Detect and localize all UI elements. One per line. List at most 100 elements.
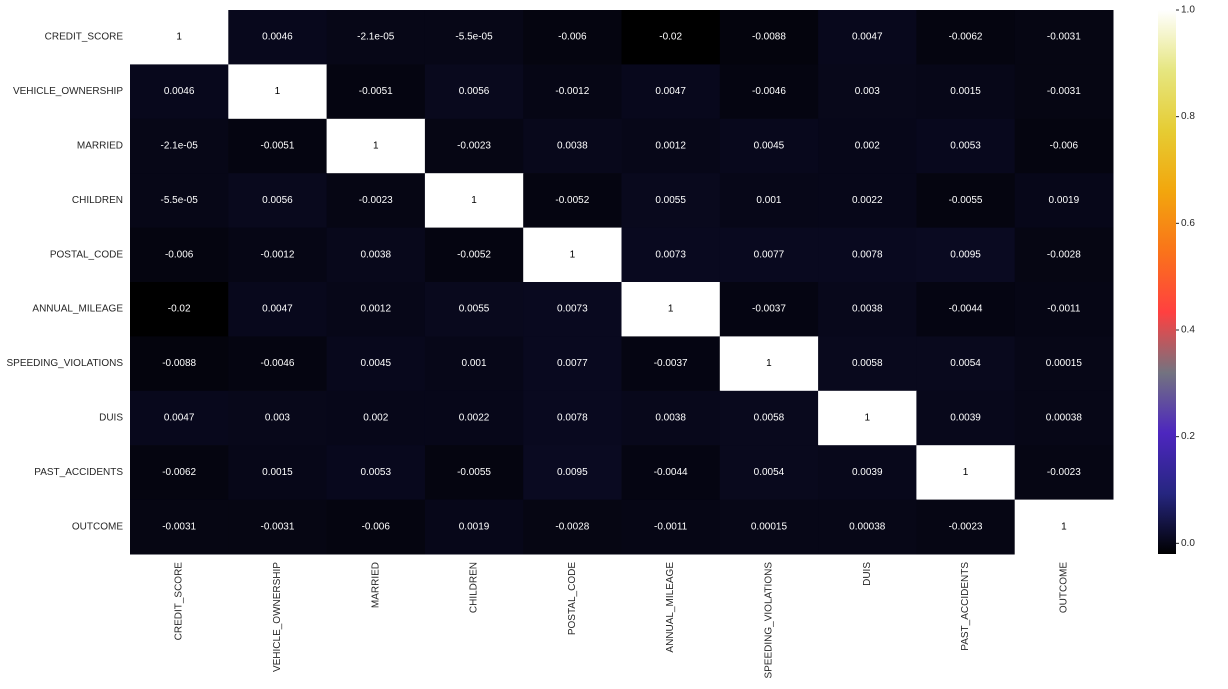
heatmap-cell-0-7 — [818, 10, 917, 65]
cell-annotation-5-5: 1 — [668, 304, 674, 315]
heatmap-cell-4-5 — [621, 227, 721, 283]
row-label: CREDIT_SCORE — [45, 32, 124, 43]
heatmap-cell-1-8 — [916, 64, 1016, 120]
row-label: DUIS — [99, 413, 123, 424]
cell-annotation-6-8: 0.0054 — [950, 358, 981, 369]
heatmap-cell-2-9 — [1014, 118, 1114, 174]
heatmap-cell-2-3 — [424, 118, 524, 174]
heatmap-cell-0-5 — [621, 10, 721, 65]
cell-annotation-5-8: -0.0044 — [949, 304, 983, 315]
heatmap-cell-8-8 — [916, 445, 1016, 501]
heatmap-cell-0-2 — [326, 10, 426, 65]
cell-annotation-5-7: 0.0038 — [852, 304, 883, 315]
cell-annotation-4-2: 0.0038 — [360, 249, 391, 260]
cell-annotation-0-3: -5.5e-05 — [455, 32, 493, 43]
cell-annotation-2-8: 0.0053 — [950, 141, 981, 152]
heatmap-cell-3-4 — [523, 173, 622, 229]
heatmap-cell-7-6 — [719, 390, 819, 446]
heatmap-cell-1-6 — [719, 64, 819, 120]
cell-annotation-1-8: 0.0015 — [950, 86, 981, 97]
cell-annotation-8-7: 0.0039 — [852, 467, 883, 478]
cell-annotation-2-5: 0.0012 — [655, 141, 686, 152]
heatmap-cell-6-3 — [424, 336, 524, 392]
cell-annotation-1-9: -0.0031 — [1047, 86, 1081, 97]
cell-annotation-7-8: 0.0039 — [950, 413, 981, 424]
heatmap-cell-2-6 — [719, 118, 819, 174]
heatmap-cell-0-8 — [916, 10, 1016, 65]
cell-annotation-3-9: 0.0019 — [1049, 195, 1080, 206]
heatmap-cell-5-2 — [326, 282, 426, 337]
heatmap-cell-9-3 — [424, 499, 524, 555]
colorbar-tick-label: 0.4 — [1181, 325, 1195, 336]
heatmap-cell-8-7 — [818, 445, 917, 501]
heatmap-cell-1-4 — [523, 64, 622, 120]
heatmap-cell-6-6 — [719, 336, 819, 392]
row-label: VEHICLE_OWNERSHIP — [13, 86, 123, 97]
cell-annotation-7-6: 0.0058 — [754, 413, 785, 424]
cell-annotation-2-9: -0.006 — [1050, 141, 1079, 152]
heatmap-cell-4-2 — [326, 227, 426, 283]
cell-annotation-4-4: 1 — [570, 249, 576, 260]
heatmap-cell-3-8 — [916, 173, 1016, 229]
cell-annotation-0-1: 0.0046 — [262, 32, 293, 43]
cell-annotation-5-1: 0.0047 — [262, 304, 293, 315]
heatmap-cells — [130, 10, 1114, 555]
column-label: CHILDREN — [469, 562, 480, 613]
cell-annotation-3-8: -0.0055 — [949, 195, 983, 206]
cell-annotation-7-1: 0.003 — [265, 413, 290, 424]
heatmap-cell-8-6 — [719, 445, 819, 501]
heatmap-cell-9-5 — [621, 499, 721, 555]
row-label: SPEEDING_VIOLATIONS — [6, 358, 123, 369]
heatmap-cell-1-5 — [621, 64, 721, 120]
heatmap-cell-9-4 — [523, 499, 622, 555]
heatmap-cell-4-1 — [228, 227, 328, 283]
heatmap-cell-8-0 — [130, 445, 229, 501]
column-label: VEHICLE_OWNERSHIP — [272, 562, 283, 672]
heatmap-cell-3-9 — [1014, 173, 1114, 229]
cell-annotation-9-8: -0.0023 — [949, 521, 983, 532]
heatmap-cell-3-0 — [130, 173, 229, 229]
cell-annotation-7-9: 0.00038 — [1046, 413, 1083, 424]
heatmap-cell-1-9 — [1014, 64, 1114, 120]
cell-annotation-8-1: 0.0015 — [262, 467, 293, 478]
row-label: OUTCOME — [72, 521, 123, 532]
cell-annotation-3-7: 0.0022 — [852, 195, 883, 206]
cell-annotation-3-5: 0.0055 — [655, 195, 686, 206]
heatmap-cell-1-3 — [424, 64, 524, 120]
heatmap-cell-8-4 — [523, 445, 622, 501]
cell-annotation-4-9: -0.0028 — [1047, 249, 1081, 260]
cell-annotation-6-4: 0.0077 — [557, 358, 588, 369]
heatmap-cell-3-2 — [326, 173, 426, 229]
cell-annotation-6-5: -0.0037 — [654, 358, 688, 369]
cell-annotation-6-3: 0.001 — [462, 358, 487, 369]
heatmap-cell-0-3 — [424, 10, 524, 65]
heatmap-cell-2-5 — [621, 118, 721, 174]
heatmap-cell-0-4 — [523, 10, 622, 65]
cell-annotation-8-3: -0.0055 — [457, 467, 491, 478]
cell-annotation-6-9: 0.00015 — [1046, 358, 1083, 369]
cell-annotation-7-3: 0.0022 — [459, 413, 490, 424]
colorbar-gradient — [1158, 10, 1176, 554]
row-label: PAST_ACCIDENTS — [34, 467, 123, 478]
cell-annotation-6-2: 0.0045 — [360, 358, 391, 369]
heatmap-cell-6-4 — [523, 336, 622, 392]
heatmap-cell-2-8 — [916, 118, 1016, 174]
column-labels: CREDIT_SCORE VEHICLE_OWNERSHIP MARRIED CHIL… — [174, 562, 1070, 679]
heatmap-annotations: 1 0.0046 -2.1e-05 -5.5e-05 -0.006 -0.02 -0.008… — [161, 32, 1083, 533]
row-labels: CREDIT_SCORE VEHICLE_OWNERSHIP MARRIED CHIL… — [6, 32, 130, 532]
heatmap-cell-0-9 — [1014, 10, 1114, 65]
colorbar-tick-label: 0.2 — [1181, 431, 1195, 442]
heatmap-cell-5-3 — [424, 282, 524, 337]
heatmap-cell-9-0 — [130, 499, 229, 555]
column-label: ANNUAL_MILEAGE — [665, 562, 676, 653]
column-label: MARRIED — [370, 562, 381, 608]
colorbar-tick-label: 0.0 — [1181, 538, 1195, 549]
cell-annotation-7-4: 0.0078 — [557, 413, 588, 424]
heatmap-cell-3-7 — [818, 173, 917, 229]
heatmap-cell-8-1 — [228, 445, 328, 501]
heatmap-cell-4-3 — [424, 227, 524, 283]
cell-annotation-3-1: 0.0056 — [262, 195, 293, 206]
heatmap-cell-7-9 — [1014, 390, 1114, 446]
cell-annotation-5-2: 0.0012 — [360, 304, 391, 315]
heatmap-cell-4-4 — [523, 227, 622, 283]
